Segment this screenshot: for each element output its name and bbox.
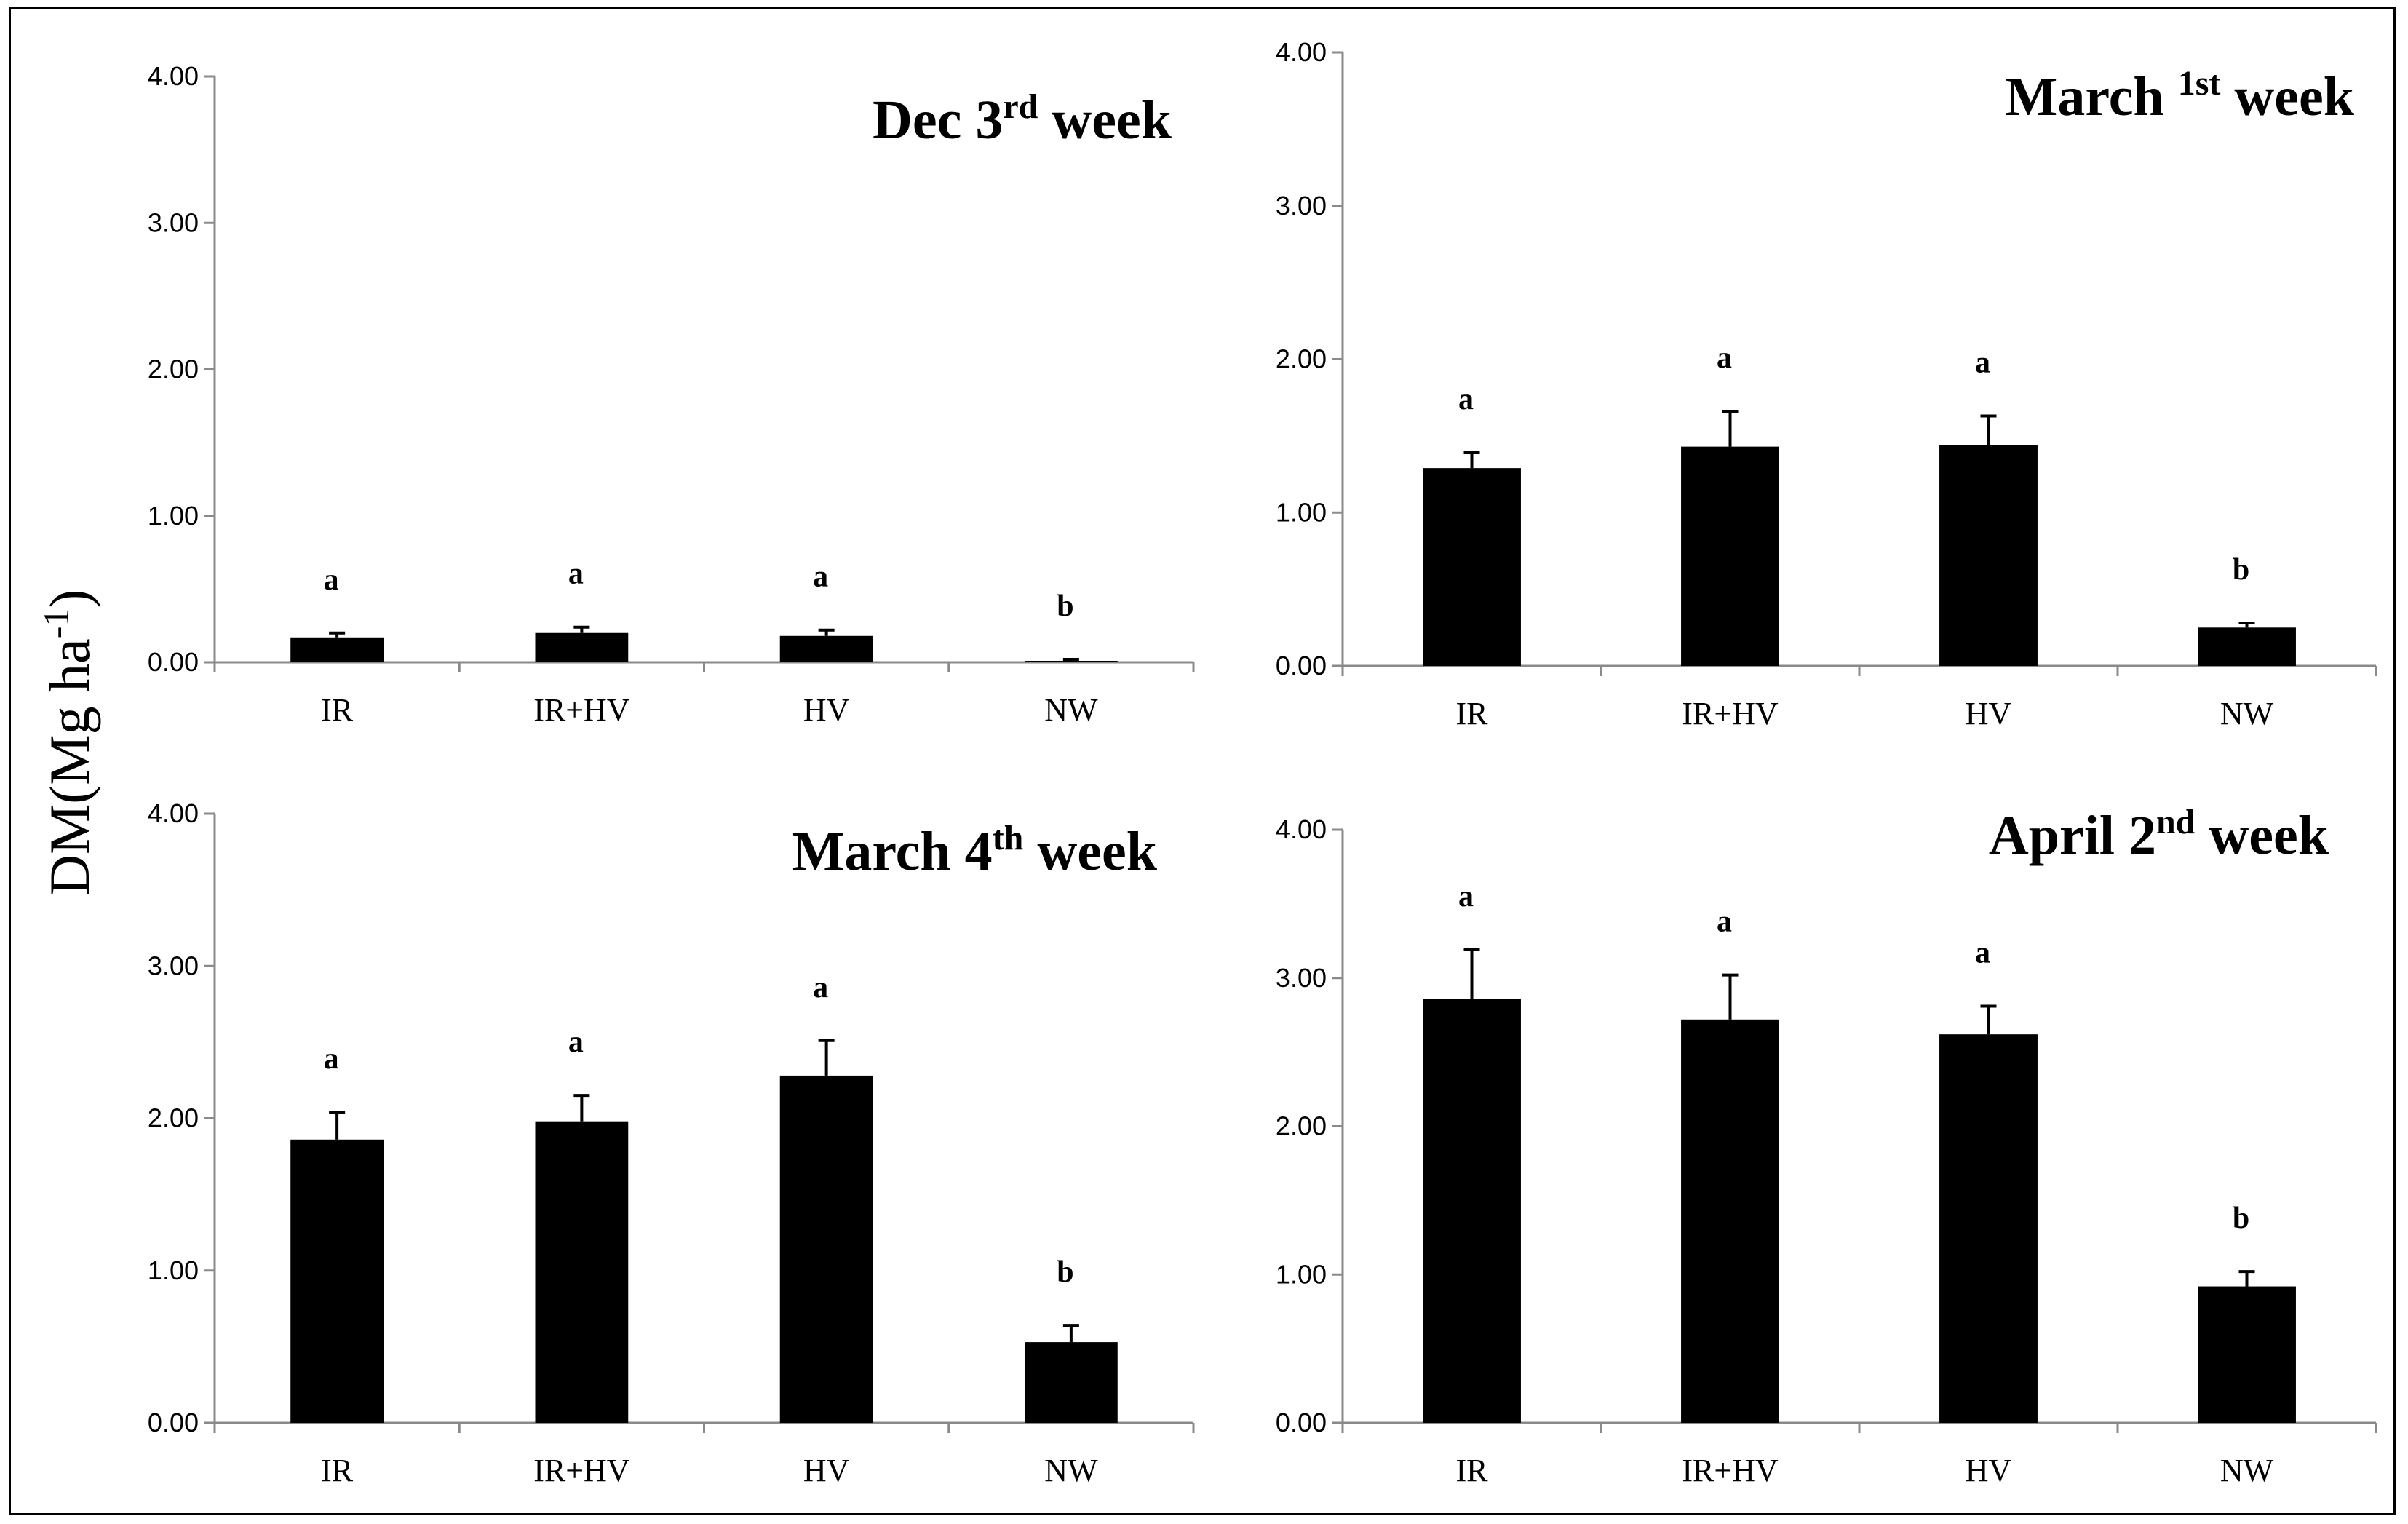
bar-ir: [290, 1139, 384, 1423]
bar-nw: [1024, 660, 1118, 662]
chart-title-superscript: rd: [1003, 87, 1038, 126]
x-category-label: NW: [2220, 696, 2274, 731]
significance-label: b: [2233, 1202, 2249, 1235]
y-tick-label: 4.00: [148, 798, 199, 828]
chart-title: March 4th week: [792, 819, 1158, 882]
bar-nw: [1024, 1342, 1118, 1423]
bar-hv: [779, 635, 873, 662]
x-category-label: IR+HV: [533, 692, 630, 728]
y-axis-label-suffix: ): [38, 590, 101, 608]
significance-label: a: [1458, 383, 1474, 416]
chart-title-suffix: week: [2195, 805, 2329, 866]
y-tick-label: 2.00: [148, 1103, 199, 1133]
y-tick-label: 0.00: [148, 647, 199, 677]
y-axis-label-text: DM(Mg ha: [38, 638, 101, 895]
significance-label: a: [324, 1042, 339, 1076]
y-tick-label: 0.00: [148, 1408, 199, 1437]
y-tick-label: 1.00: [148, 501, 199, 531]
x-category-label: IR+HV: [533, 1453, 630, 1488]
significance-label: b: [1057, 1255, 1073, 1289]
chart-title-prefix: Dec 3: [873, 90, 1003, 151]
bar-ir-hv: [1681, 1019, 1779, 1423]
significance-label: a: [813, 560, 828, 594]
y-tick-label: 1.00: [148, 1255, 199, 1285]
y-tick-label: 4.00: [1276, 814, 1327, 844]
chart-title-prefix: March: [2006, 66, 2178, 127]
x-category-label: IR: [1456, 696, 1489, 731]
y-tick-label: 0.00: [1276, 1408, 1327, 1437]
y-axis-label-superscript: -1: [36, 608, 76, 639]
chart-title-prefix: April 2: [1989, 805, 2156, 866]
chart-panel-1: 0.00 1.00 2.00 3.00 4.00 a IR a IR+HV a HV b NW Dec 3…: [148, 61, 1195, 728]
y-tick-label: 3.00: [148, 207, 199, 237]
chart-title-suffix: week: [1023, 821, 1157, 882]
y-tick-label: 3.00: [148, 950, 199, 980]
chart-title-superscript: 1st: [2178, 64, 2221, 103]
y-tick-label: 2.00: [1276, 344, 1327, 374]
significance-label: a: [1975, 346, 1990, 379]
y-tick-label: 2.00: [148, 354, 199, 384]
bar-ir: [1423, 468, 1521, 666]
significance-label: a: [568, 557, 584, 591]
chart-title-suffix: week: [2220, 66, 2354, 127]
x-category-label: IR: [1456, 1453, 1489, 1488]
chart-title-superscript: nd: [2156, 803, 2196, 841]
x-category-label: NW: [2220, 1453, 2274, 1488]
significance-label: a: [1717, 905, 1732, 939]
bar-nw: [2198, 627, 2296, 666]
significance-label: a: [568, 1025, 584, 1059]
bar-nw: [2198, 1286, 2296, 1423]
x-category-label: NW: [1044, 692, 1098, 728]
y-tick-label: 3.00: [1276, 963, 1327, 993]
y-tick-label: 1.00: [1276, 497, 1327, 527]
chart-title: Dec 3rd week: [873, 87, 1172, 151]
y-tick-label: 2.00: [1276, 1111, 1327, 1141]
y-tick-label: 3.00: [1276, 191, 1327, 221]
figure-frame: [9, 7, 2396, 1515]
chart-title-superscript: th: [993, 819, 1024, 857]
chart-panel-3: 0.00 1.00 2.00 3.00 4.00 a IR a IR+HV a HV b NW March…: [148, 798, 1195, 1488]
x-category-label: IR+HV: [1682, 1453, 1779, 1488]
x-category-label: IR: [321, 1453, 354, 1488]
significance-label: b: [2233, 553, 2249, 587]
bar-ir: [1423, 999, 1521, 1423]
charts-group: 0.00 1.00 2.00 3.00 4.00 a IR a IR+HV a HV b NW Dec 3…: [148, 37, 2377, 1488]
bar-ir-hv: [535, 632, 629, 662]
y-tick-label: 4.00: [148, 61, 199, 91]
significance-label: a: [813, 971, 828, 1004]
bar-hv: [1939, 445, 2038, 666]
x-category-label: HV: [803, 692, 850, 728]
bar-ir-hv: [535, 1121, 629, 1423]
y-axis-label: DM(Mg ha-1): [36, 590, 101, 896]
significance-label: a: [1717, 341, 1732, 375]
x-category-label: NW: [1044, 1453, 1098, 1488]
chart-panel-4: 0.00 1.00 2.00 3.00 4.00 a IR a IR+HV a HV b NW April…: [1276, 803, 2377, 1488]
bar-ir: [290, 637, 384, 662]
x-category-label: IR+HV: [1682, 696, 1779, 731]
chart-title: April 2nd week: [1989, 803, 2329, 866]
bar-ir-hv: [1681, 446, 1779, 666]
chart-title-suffix: week: [1038, 90, 1172, 151]
x-category-label: HV: [1966, 1453, 2012, 1488]
bar-hv: [779, 1075, 873, 1423]
y-tick-label: 1.00: [1276, 1259, 1327, 1289]
significance-label: a: [324, 563, 339, 597]
x-category-label: IR: [321, 692, 354, 728]
x-category-label: HV: [803, 1453, 850, 1488]
chart-panel-2: 0.00 1.00 2.00 3.00 4.00 a IR a IR+HV a HV b NW March…: [1276, 37, 2377, 731]
y-tick-label: 0.00: [1276, 651, 1327, 680]
chart-title: March 1st week: [2006, 64, 2355, 127]
significance-label: b: [1057, 590, 1073, 623]
chart-title-prefix: March 4: [792, 821, 993, 882]
significance-label: a: [1458, 880, 1474, 913]
significance-label: a: [1975, 936, 1990, 969]
bar-hv: [1939, 1034, 2038, 1423]
x-category-label: HV: [1966, 696, 2012, 731]
y-tick-label: 4.00: [1276, 37, 1327, 67]
